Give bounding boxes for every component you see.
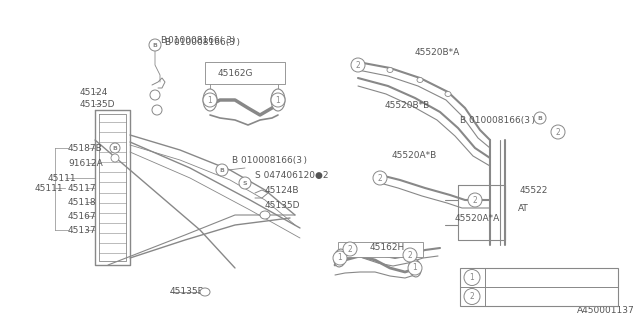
Text: 45124: 45124 — [80, 87, 108, 97]
Circle shape — [464, 269, 480, 285]
Text: S: S — [243, 180, 247, 186]
Circle shape — [271, 93, 285, 107]
Text: 45135D: 45135D — [80, 100, 115, 108]
Text: 45135D: 45135D — [265, 201, 301, 210]
Text: 91612A: 91612A — [68, 158, 103, 167]
Circle shape — [333, 251, 347, 265]
Text: 1: 1 — [470, 273, 474, 282]
Text: 2: 2 — [378, 173, 382, 182]
Text: B: B — [152, 43, 157, 47]
Ellipse shape — [203, 89, 217, 111]
Text: 45520A*A: 45520A*A — [455, 213, 500, 222]
Circle shape — [152, 105, 162, 115]
Text: 2: 2 — [470, 292, 474, 301]
Ellipse shape — [271, 89, 285, 111]
Text: 45135B: 45135B — [170, 287, 205, 297]
Text: B 010008166(3 ): B 010008166(3 ) — [460, 116, 535, 124]
Ellipse shape — [260, 211, 270, 219]
Circle shape — [150, 90, 160, 100]
Circle shape — [110, 143, 120, 153]
Text: B 010008166(3 ): B 010008166(3 ) — [165, 37, 240, 46]
Text: 45111: 45111 — [48, 173, 77, 182]
Text: 45118: 45118 — [68, 197, 97, 206]
Text: 45187B: 45187B — [68, 143, 103, 153]
Text: 45117: 45117 — [68, 183, 97, 193]
Text: 2: 2 — [472, 196, 477, 204]
Text: B: B — [538, 116, 543, 121]
Text: 45124B: 45124B — [265, 186, 300, 195]
Text: 45522: 45522 — [520, 186, 548, 195]
Ellipse shape — [334, 249, 346, 267]
Ellipse shape — [409, 259, 421, 277]
Circle shape — [149, 39, 161, 51]
Text: 45520B*B: 45520B*B — [385, 100, 430, 109]
Text: 1: 1 — [207, 95, 212, 105]
Circle shape — [468, 193, 482, 207]
Circle shape — [239, 177, 251, 189]
Circle shape — [216, 164, 228, 176]
Circle shape — [373, 171, 387, 185]
Text: 45162H: 45162H — [370, 243, 405, 252]
Circle shape — [351, 58, 365, 72]
Text: S 047406120●2: S 047406120●2 — [255, 171, 328, 180]
Text: 45111: 45111 — [35, 183, 63, 193]
Text: 091749004(4): 091749004(4) — [492, 273, 561, 283]
Text: 2: 2 — [348, 244, 353, 253]
Bar — [205, 62, 285, 84]
Text: 1: 1 — [413, 263, 417, 273]
Circle shape — [111, 154, 119, 162]
Circle shape — [343, 242, 357, 256]
Circle shape — [534, 112, 546, 124]
Text: 1: 1 — [338, 253, 342, 262]
Text: 2: 2 — [408, 251, 412, 260]
Circle shape — [551, 125, 565, 139]
Bar — [338, 242, 423, 257]
Text: B 010008166(3 ): B 010008166(3 ) — [232, 156, 307, 164]
Text: 45162G: 45162G — [218, 68, 253, 77]
Text: 45137: 45137 — [68, 226, 97, 235]
Circle shape — [408, 261, 422, 275]
Text: A450001137: A450001137 — [577, 306, 635, 315]
Text: 45520B*A: 45520B*A — [415, 47, 460, 57]
Circle shape — [403, 248, 417, 262]
Ellipse shape — [445, 92, 451, 97]
Text: 2: 2 — [556, 127, 561, 137]
Text: 45520A*B: 45520A*B — [392, 150, 437, 159]
Text: W170023: W170023 — [492, 292, 539, 301]
Text: B: B — [113, 146, 117, 150]
Text: B 010008166⁠( 3⁠⁠): B 010008166⁠( 3⁠⁠) — [161, 36, 236, 44]
Text: 1: 1 — [276, 95, 280, 105]
Text: AT: AT — [518, 204, 529, 212]
Ellipse shape — [387, 68, 393, 73]
Text: 45167: 45167 — [68, 212, 97, 220]
Text: 2: 2 — [356, 60, 360, 69]
Ellipse shape — [200, 288, 210, 296]
Circle shape — [464, 289, 480, 305]
Ellipse shape — [417, 77, 423, 83]
Circle shape — [203, 93, 217, 107]
Bar — [460, 268, 618, 306]
Text: B: B — [220, 167, 225, 172]
